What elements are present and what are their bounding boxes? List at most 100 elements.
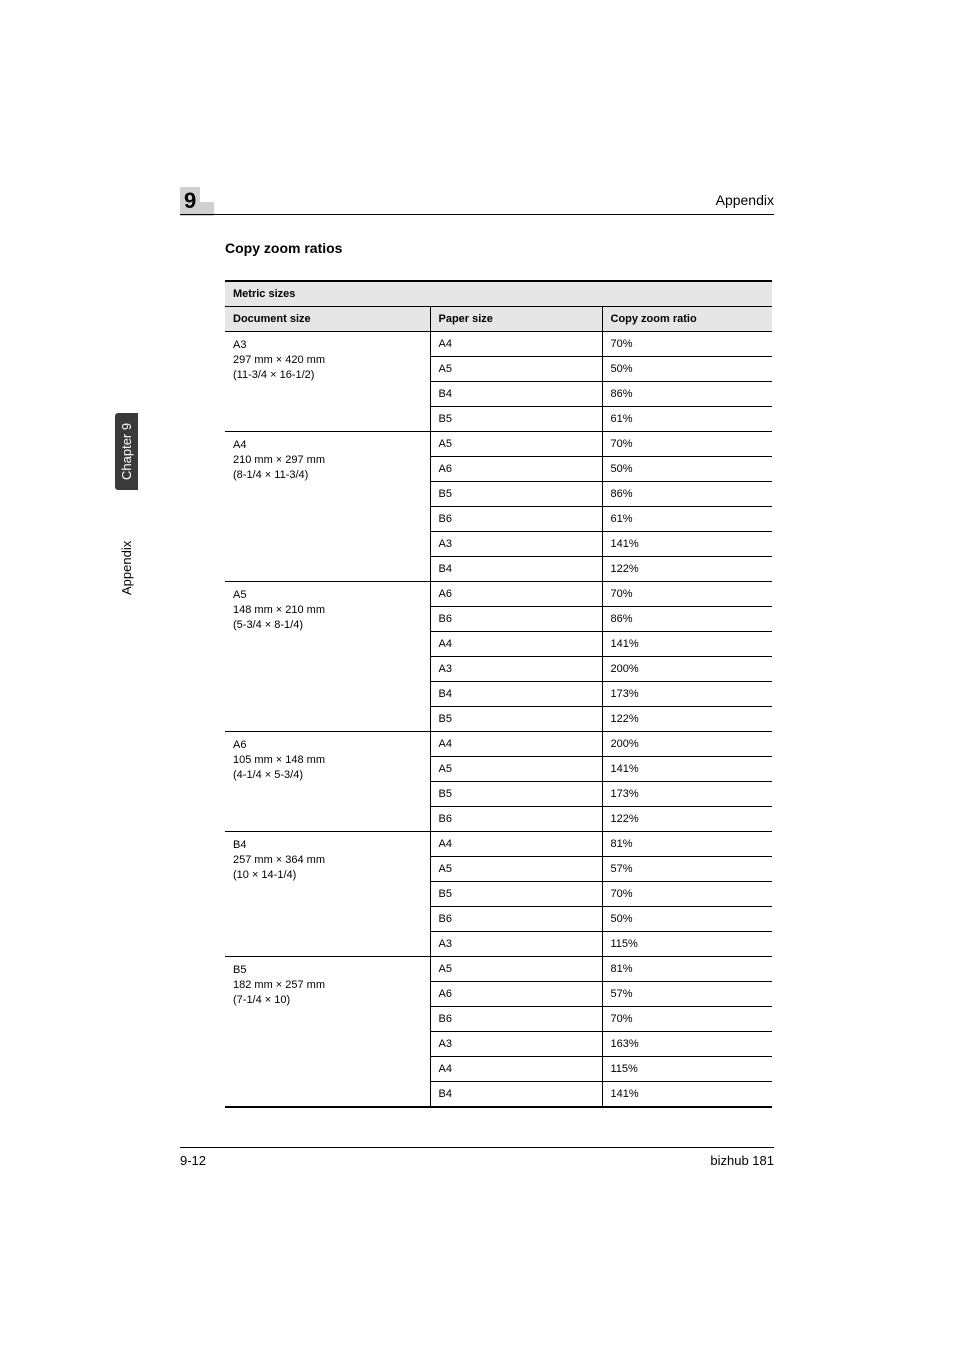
table-caption-row: Metric sizes bbox=[225, 281, 772, 307]
paper-size-cell: B4 bbox=[430, 557, 602, 582]
copy-zoom-ratio-cell: 86% bbox=[602, 482, 772, 507]
paper-size-cell: B6 bbox=[430, 1007, 602, 1032]
paper-size-cell: A4 bbox=[430, 832, 602, 857]
document-size-mm: 257 mm × 364 mm bbox=[233, 853, 422, 868]
copy-zoom-ratio-cell: 57% bbox=[602, 982, 772, 1007]
paper-size-cell: A4 bbox=[430, 1057, 602, 1082]
paper-size-cell: B6 bbox=[430, 907, 602, 932]
document-size-cell: A3297 mm × 420 mm(11-3/4 × 16-1/2) bbox=[225, 332, 430, 432]
copy-zoom-ratio-cell: 173% bbox=[602, 682, 772, 707]
footer-page-number: 9-12 bbox=[180, 1153, 206, 1168]
side-tab-appendix: Appendix bbox=[115, 541, 138, 595]
paper-size-cell: A5 bbox=[430, 757, 602, 782]
document-size-inches: (4-1/4 × 5-3/4) bbox=[233, 768, 422, 783]
copy-zoom-ratio-cell: 57% bbox=[602, 857, 772, 882]
paper-size-cell: B5 bbox=[430, 407, 602, 432]
copy-zoom-ratio-cell: 86% bbox=[602, 382, 772, 407]
paper-size-cell: A4 bbox=[430, 332, 602, 357]
document-size-cell: A4210 mm × 297 mm(8-1/4 × 11-3/4) bbox=[225, 432, 430, 582]
document-size-mm: 105 mm × 148 mm bbox=[233, 753, 422, 768]
copy-zoom-ratio-cell: 141% bbox=[602, 1082, 772, 1108]
paper-size-cell: B5 bbox=[430, 707, 602, 732]
document-size-inches: (8-1/4 × 11-3/4) bbox=[233, 468, 422, 483]
paper-size-cell: B5 bbox=[430, 782, 602, 807]
paper-size-cell: A6 bbox=[430, 582, 602, 607]
copy-zoom-ratio-cell: 173% bbox=[602, 782, 772, 807]
copy-zoom-ratio-cell: 200% bbox=[602, 732, 772, 757]
paper-size-cell: B4 bbox=[430, 1082, 602, 1108]
copy-zoom-ratio-cell: 70% bbox=[602, 332, 772, 357]
copy-zoom-ratio-cell: 115% bbox=[602, 1057, 772, 1082]
copy-zoom-ratio-cell: 50% bbox=[602, 907, 772, 932]
copy-zoom-ratio-cell: 122% bbox=[602, 707, 772, 732]
document-size-name: A4 bbox=[233, 438, 422, 453]
document-size-inches: (10 × 14-1/4) bbox=[233, 868, 422, 883]
copy-zoom-ratio-cell: 50% bbox=[602, 357, 772, 382]
paper-size-cell: A6 bbox=[430, 982, 602, 1007]
paper-size-cell: B6 bbox=[430, 507, 602, 532]
copy-zoom-ratio-cell: 70% bbox=[602, 1007, 772, 1032]
paper-size-cell: B5 bbox=[430, 482, 602, 507]
copy-zoom-ratio-cell: 122% bbox=[602, 807, 772, 832]
copy-zoom-ratio-cell: 70% bbox=[602, 432, 772, 457]
paper-size-cell: B6 bbox=[430, 807, 602, 832]
paper-size-cell: A6 bbox=[430, 457, 602, 482]
paper-size-cell: B4 bbox=[430, 382, 602, 407]
paper-size-cell: A3 bbox=[430, 932, 602, 957]
table-row: B4257 mm × 364 mm(10 × 14-1/4)A481% bbox=[225, 832, 772, 857]
paper-size-cell: A5 bbox=[430, 857, 602, 882]
document-size-name: B5 bbox=[233, 963, 422, 978]
section-title: Copy zoom ratios bbox=[225, 240, 342, 256]
paper-size-cell: A5 bbox=[430, 957, 602, 982]
copy-zoom-ratio-cell: 141% bbox=[602, 632, 772, 657]
footer-model-name: bizhub 181 bbox=[710, 1153, 774, 1168]
table-row: A4210 mm × 297 mm(8-1/4 × 11-3/4)A570% bbox=[225, 432, 772, 457]
paper-size-cell: A5 bbox=[430, 357, 602, 382]
table-row: A6105 mm × 148 mm(4-1/4 × 5-3/4)A4200% bbox=[225, 732, 772, 757]
document-size-name: A6 bbox=[233, 738, 422, 753]
copy-zoom-ratio-cell: 163% bbox=[602, 1032, 772, 1057]
table-row: B5182 mm × 257 mm(7-1/4 × 10)A581% bbox=[225, 957, 772, 982]
table-header-row: Document size Paper size Copy zoom ratio bbox=[225, 307, 772, 332]
copy-zoom-ratio-cell: 81% bbox=[602, 957, 772, 982]
paper-size-cell: A5 bbox=[430, 432, 602, 457]
zoom-ratios-table: Metric sizes Document size Paper size Co… bbox=[225, 280, 772, 1108]
col-header-copy-zoom-ratio: Copy zoom ratio bbox=[602, 307, 772, 332]
paper-size-cell: A4 bbox=[430, 632, 602, 657]
paper-size-cell: B6 bbox=[430, 607, 602, 632]
copy-zoom-ratio-cell: 61% bbox=[602, 407, 772, 432]
paper-size-cell: B5 bbox=[430, 882, 602, 907]
document-size-name: B4 bbox=[233, 838, 422, 853]
copy-zoom-ratio-cell: 70% bbox=[602, 882, 772, 907]
paper-size-cell: B4 bbox=[430, 682, 602, 707]
document-size-cell: B5182 mm × 257 mm(7-1/4 × 10) bbox=[225, 957, 430, 1108]
copy-zoom-ratio-cell: 61% bbox=[602, 507, 772, 532]
document-size-cell: A5148 mm × 210 mm(5-3/4 × 8-1/4) bbox=[225, 582, 430, 732]
paper-size-cell: A3 bbox=[430, 657, 602, 682]
copy-zoom-ratio-cell: 70% bbox=[602, 582, 772, 607]
col-header-document-size: Document size bbox=[225, 307, 430, 332]
table-row: A3297 mm × 420 mm(11-3/4 × 16-1/2)A470% bbox=[225, 332, 772, 357]
copy-zoom-ratio-cell: 200% bbox=[602, 657, 772, 682]
copy-zoom-ratio-cell: 141% bbox=[602, 757, 772, 782]
document-size-cell: B4257 mm × 364 mm(10 × 14-1/4) bbox=[225, 832, 430, 957]
paper-size-cell: A4 bbox=[430, 732, 602, 757]
document-size-mm: 148 mm × 210 mm bbox=[233, 603, 422, 618]
copy-zoom-ratio-cell: 115% bbox=[602, 932, 772, 957]
header-appendix-label: Appendix bbox=[716, 192, 774, 208]
document-size-cell: A6105 mm × 148 mm(4-1/4 × 5-3/4) bbox=[225, 732, 430, 832]
document-size-inches: (5-3/4 × 8-1/4) bbox=[233, 618, 422, 633]
copy-zoom-ratio-cell: 81% bbox=[602, 832, 772, 857]
col-header-paper-size: Paper size bbox=[430, 307, 602, 332]
side-tab-chapter: Chapter 9 bbox=[115, 413, 138, 490]
document-size-mm: 182 mm × 257 mm bbox=[233, 978, 422, 993]
footer-rule bbox=[180, 1147, 774, 1148]
header-rule bbox=[180, 214, 774, 215]
copy-zoom-ratio-cell: 50% bbox=[602, 457, 772, 482]
table-row: A5148 mm × 210 mm(5-3/4 × 8-1/4)A670% bbox=[225, 582, 772, 607]
document-size-mm: 297 mm × 420 mm bbox=[233, 353, 422, 368]
paper-size-cell: A3 bbox=[430, 1032, 602, 1057]
document-size-inches: (11-3/4 × 16-1/2) bbox=[233, 368, 422, 383]
table-caption: Metric sizes bbox=[225, 281, 772, 307]
copy-zoom-ratio-cell: 122% bbox=[602, 557, 772, 582]
